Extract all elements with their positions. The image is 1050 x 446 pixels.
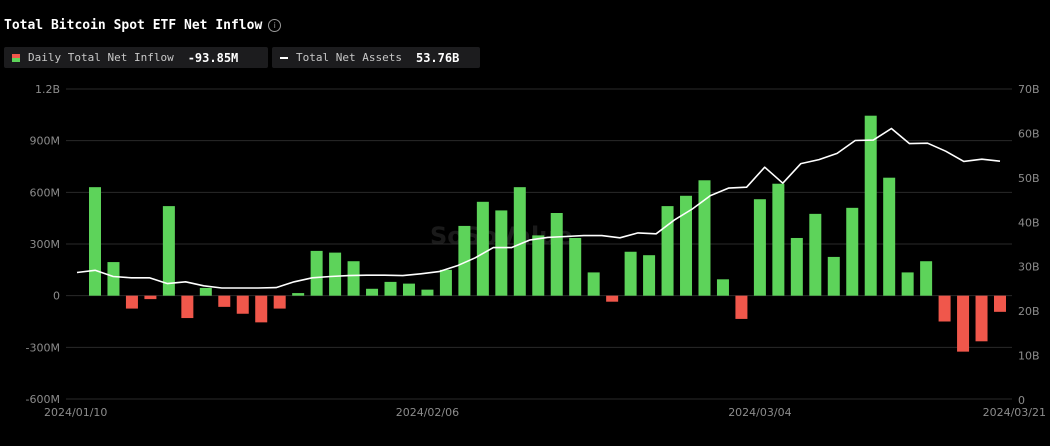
legend-assets-value: 53.76B [415,50,460,65]
inflow-bar [181,295,194,319]
chart-title: Total Bitcoin Spot ETF Net Inflow [4,18,263,33]
inflow-bar [846,207,859,296]
inflow-bar [994,295,1006,312]
inflow-bar [957,295,970,352]
inflow-bar [809,213,822,296]
inflow-bar [236,295,249,314]
y-left-tick-label: 600M [30,186,61,199]
inflow-bar [716,279,729,296]
inflow-bar [864,115,877,296]
inflow-bar [827,256,840,296]
inflow-bar [476,201,489,296]
y-right-tick-label: 40B [1018,216,1040,229]
inflow-bar [532,235,545,296]
y-right-tick-label: 60B [1018,127,1040,140]
legend-inflow-value: -93.85M [187,50,239,65]
y-right-tick-label: 70B [1018,83,1040,96]
inflow-bar [384,281,397,296]
inflow-bar [458,225,471,296]
inflow-bar [975,295,988,342]
net-assets-line [76,127,1001,289]
inflow-bar [698,180,711,296]
y-left-tick-label: -600M [26,393,60,406]
inflow-bar [218,295,231,307]
inflow-bar [920,261,933,296]
inflow-bar [162,206,175,296]
line-swatch-icon [280,56,288,59]
inflow-bar [144,295,157,300]
y-right-tick-label: 50B [1018,172,1040,185]
inflow-bar [439,269,452,296]
inflow-bar [310,250,323,296]
legend-inflow-label: Daily Total Net Inflow [28,51,174,64]
inflow-bar [772,183,785,296]
y-left-tick-label: 0 [53,290,60,303]
inflow-bar [292,293,305,296]
inflow-bar [513,187,526,296]
inflow-bar [587,272,600,296]
y-right-tick-label: 0 [1018,394,1025,407]
inflow-bar [550,213,563,296]
legend-inflow[interactable]: Daily Total Net Inflow -93.85M [4,47,268,68]
inflow-bar [790,237,803,296]
inflow-bar [735,295,748,319]
inflow-bar [273,295,286,309]
inflow-bar [680,195,693,296]
inflow-bar [606,295,619,302]
inflow-bar [89,187,101,296]
y-right-tick-label: 10B [1018,350,1040,363]
y-left-tick-label: 1.2B [35,83,60,96]
y-right-tick-label: 30B [1018,261,1040,274]
inflow-bar [753,199,766,296]
x-tick-label: 2024/01/10 [44,406,107,419]
inflow-bar [329,252,342,296]
y-left-tick-label: 900M [30,135,61,148]
inflow-bar [901,272,914,296]
inflow-bar [883,177,896,296]
x-tick-label: 2024/02/06 [396,406,459,419]
y-left-tick-label: 300M [30,238,61,251]
inflow-bar [402,283,415,296]
inflow-bar [495,210,508,296]
legend-assets[interactable]: Total Net Assets 53.76B [272,47,480,68]
x-tick-label: 2024/03/21 [983,406,1046,419]
inflow-bar [938,295,951,322]
inflow-bar [107,262,120,296]
y-left-tick-label: -300M [26,341,60,354]
inflow-bar [255,295,268,323]
inflow-bar [199,287,212,296]
inflow-bar [125,295,138,309]
inflow-bar [643,255,656,296]
inflow-bar [347,261,360,296]
y-right-tick-label: 20B [1018,305,1040,318]
inflow-bar [661,206,674,296]
inflow-bar [569,237,582,296]
inflow-bar [421,289,434,296]
x-tick-label: 2024/03/04 [728,406,791,419]
bar-swatch-icon [12,53,20,62]
info-icon[interactable]: i [268,19,282,32]
inflow-bar [366,288,379,296]
legend-assets-label: Total Net Assets [296,51,402,64]
inflow-bar [624,251,637,296]
chart-title-row: Total Bitcoin Spot ETF Net Inflow i [4,18,282,33]
